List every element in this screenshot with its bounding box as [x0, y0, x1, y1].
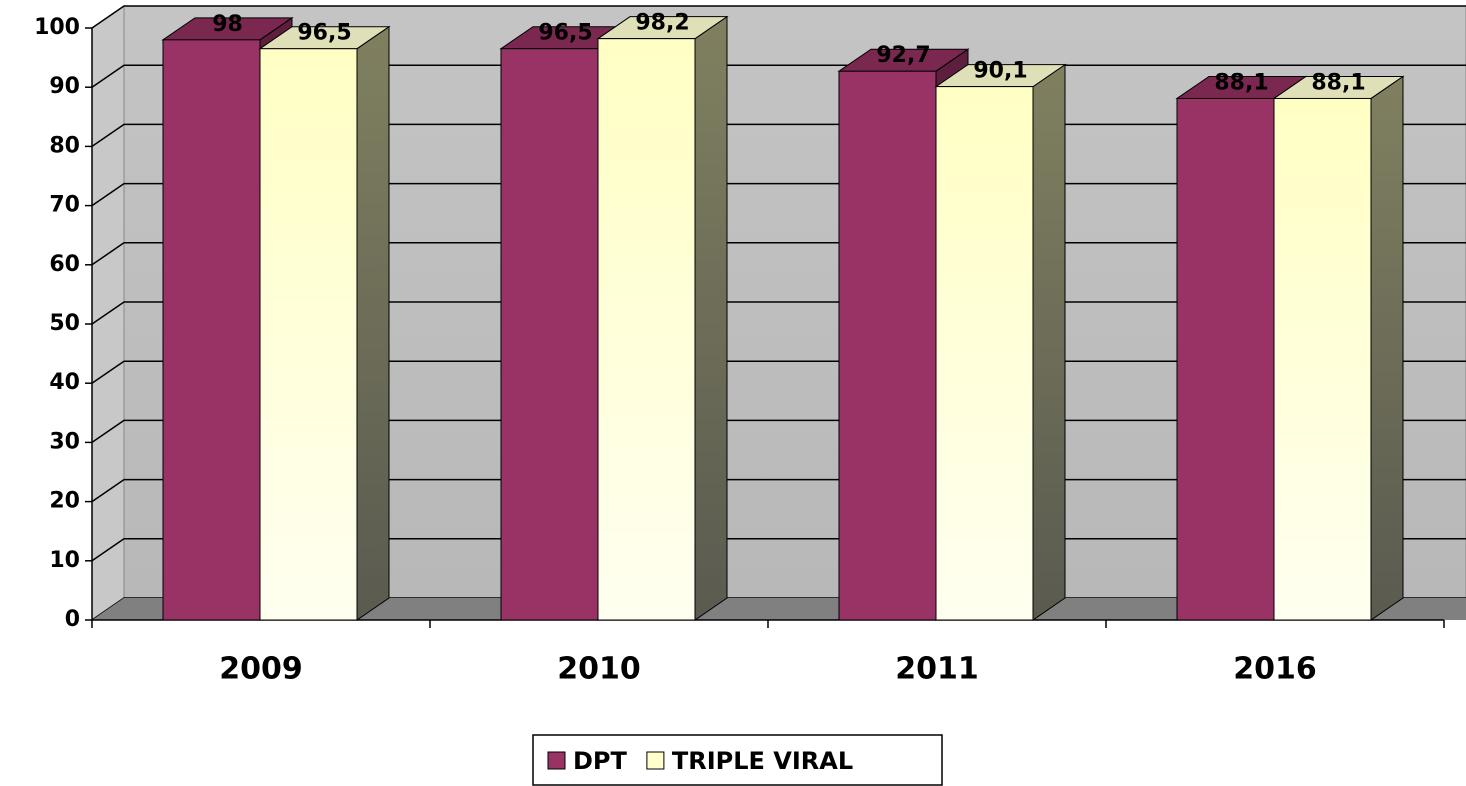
bar-front — [597, 38, 696, 621]
bar — [1272, 75, 1405, 621]
value-label: 92,7 — [876, 43, 930, 68]
y-tick-label: 30 — [49, 429, 80, 454]
value-label: 98,2 — [635, 11, 689, 36]
bar — [596, 15, 729, 621]
y-tick-label: 100 — [34, 15, 80, 40]
bar — [258, 25, 391, 621]
value-label: 88,1 — [1214, 70, 1268, 95]
y-tick-label: 70 — [49, 193, 80, 218]
bar — [934, 63, 1067, 621]
value-label: 88,1 — [1311, 70, 1365, 95]
value-label: 98 — [212, 12, 243, 37]
x-tick-label: 2016 — [1233, 652, 1317, 687]
legend-box — [532, 734, 943, 786]
bar-side — [694, 15, 728, 621]
x-tick-label: 2009 — [219, 652, 303, 687]
bar-front — [259, 48, 358, 621]
y-tick-label: 80 — [49, 133, 80, 158]
y-tick-label: 60 — [49, 252, 80, 277]
legend-swatch — [547, 751, 566, 770]
x-tick-label: 2010 — [557, 652, 641, 687]
value-label: 90,1 — [973, 59, 1027, 84]
value-label: 96,5 — [297, 21, 351, 46]
grid-line — [91, 5, 1466, 29]
floor — [92, 598, 1466, 620]
x-tick-label: 2011 — [895, 652, 979, 687]
legend-swatch — [646, 751, 665, 770]
y-tick-label: 90 — [49, 74, 80, 99]
y-tick-label: 0 — [65, 607, 80, 632]
value-label: 96,5 — [538, 21, 592, 46]
y-tick-label: 20 — [49, 489, 80, 514]
bar-front — [935, 86, 1034, 621]
y-tick-label: 40 — [49, 370, 80, 395]
y-tick-label: 50 — [49, 311, 80, 336]
bar-front — [500, 48, 599, 621]
bar-front — [162, 39, 261, 621]
bar-front — [838, 70, 937, 621]
bar-front — [1176, 97, 1275, 621]
legend-label: TRIPLE VIRAL — [672, 747, 853, 775]
legend-label: DPT — [573, 747, 628, 775]
y-tick-label: 10 — [49, 548, 80, 573]
bar-side — [1032, 63, 1066, 621]
bar-front — [1273, 97, 1372, 621]
bar-side — [1370, 75, 1404, 621]
bar-side — [356, 25, 390, 621]
